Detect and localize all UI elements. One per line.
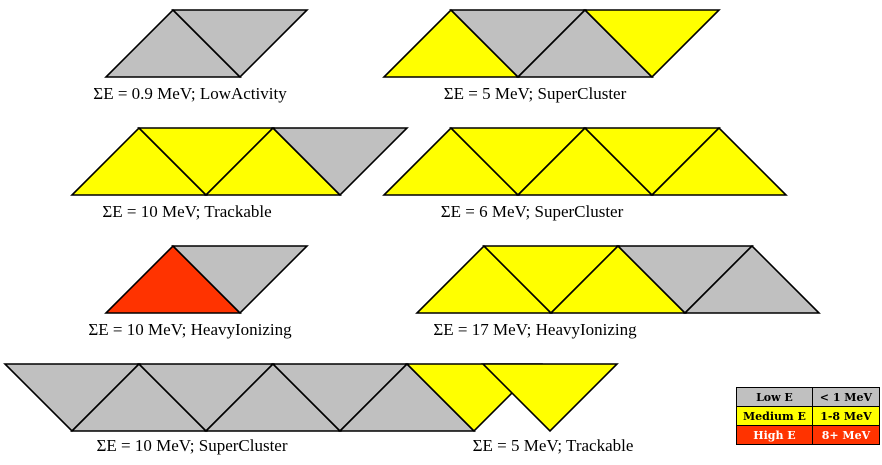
caption-lowactivity: ΣE = 0.9 MeV; LowActivity — [93, 84, 287, 103]
legend-high-label: High E — [736, 425, 813, 445]
triangle-medium-g3-4 — [650, 126, 788, 196]
legend-high-range: 8+ MeV — [811, 425, 880, 445]
caption-supercluster-5mev: ΣE = 5 MeV; SuperCluster — [443, 84, 627, 103]
legend-row-high: High E 8+ MeV — [736, 425, 880, 445]
caption-trackable-5mev: ΣE = 5 MeV; Trackable — [472, 436, 634, 455]
caption-heavyionizing-10mev: ΣE = 10 MeV; HeavyIonizing — [88, 320, 292, 339]
triangle-medium-g1-3 — [583, 9, 721, 79]
triangle-low-g4-1 — [171, 245, 309, 315]
legend-row-medium: Medium E 1-8 MeV — [736, 406, 880, 426]
caption-supercluster-10mev: ΣE = 10 MeV; SuperCluster — [96, 436, 288, 455]
caption-trackable-10mev: ΣE = 10 MeV; Trackable — [102, 202, 272, 221]
triangle-low-g2-3 — [271, 127, 409, 197]
triangle-medium-g7-0 — [481, 363, 619, 433]
caption-supercluster-6mev: ΣE = 6 MeV; SuperCluster — [440, 202, 624, 221]
energy-legend: Low E < 1 MeV Medium E 1-8 MeV High E 8+… — [736, 387, 880, 445]
caption-heavyionizing-17mev: ΣE = 17 MeV; HeavyIonizing — [433, 320, 637, 339]
legend-medium-range: 1-8 MeV — [811, 406, 880, 426]
triangle-low-g0-1 — [171, 9, 309, 79]
legend-medium-label: Medium E — [736, 406, 813, 426]
legend-low-label: Low E — [736, 387, 813, 407]
legend-low-range: < 1 MeV — [811, 387, 880, 407]
legend-row-low: Low E < 1 MeV — [736, 387, 880, 407]
triangle-low-g5-4 — [683, 244, 821, 314]
